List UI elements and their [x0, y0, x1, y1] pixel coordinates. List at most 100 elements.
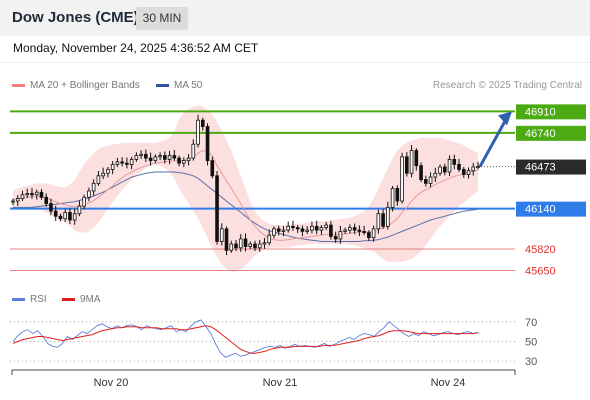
candle-body	[163, 155, 167, 160]
candle-body	[471, 166, 476, 172]
candle-body	[405, 156, 409, 174]
bollinger-band-area	[13, 105, 478, 272]
candle-body	[409, 150, 414, 174]
candle-body	[267, 234, 272, 244]
legend-label: MA 50	[174, 80, 203, 91]
level-tag-46740	[516, 125, 586, 141]
candle-body	[182, 160, 186, 164]
candle-body	[110, 164, 115, 170]
level-tag-text-46910: 46910	[525, 106, 556, 118]
candle-body	[253, 243, 257, 249]
legend-ma20-bollinger: MA 20 + Bollinger Bands	[12, 80, 140, 91]
forecast-arrow-shaft	[478, 118, 508, 168]
candle-body	[338, 230, 343, 240]
candle-body	[333, 236, 338, 240]
candle-body	[215, 175, 219, 242]
candle-body	[53, 210, 58, 217]
candle-body	[352, 227, 357, 231]
candle-body	[125, 162, 129, 165]
candle-body	[310, 225, 314, 231]
rsi-tick-30: 30	[525, 356, 537, 368]
candle-body	[134, 155, 139, 160]
rsi-series-9ma	[12, 325, 479, 354]
candle-body	[452, 158, 457, 165]
level-label-45650: 45650	[525, 266, 556, 278]
candle-body	[49, 203, 53, 212]
level-tag-46140	[516, 201, 586, 217]
rsi-tick-70: 70	[525, 317, 537, 329]
candle-body	[238, 238, 243, 249]
candle-body	[390, 188, 395, 208]
candle-body	[395, 188, 400, 202]
candle-body	[205, 126, 210, 162]
candle-body	[461, 169, 466, 175]
candle-body	[419, 165, 423, 180]
candle-body	[87, 190, 91, 198]
candle-body	[129, 158, 134, 165]
candle-body	[186, 157, 191, 162]
candle-body	[371, 228, 376, 239]
legend-ma50: MA 50	[156, 80, 202, 91]
candle-body	[357, 229, 362, 232]
ma20-line	[12, 149, 479, 241]
candle-body	[167, 155, 172, 160]
header-divider	[0, 62, 590, 63]
candle-body	[96, 175, 101, 184]
candle-body	[423, 179, 428, 184]
candle-body	[257, 243, 262, 249]
candle-body	[144, 153, 148, 159]
candle-body	[91, 182, 96, 192]
level-tag-text-46740: 46740	[525, 128, 556, 140]
candle-body	[219, 228, 224, 242]
forecast-arrow-head	[498, 111, 512, 126]
candle-body	[68, 212, 72, 221]
candle-body	[58, 215, 63, 220]
candle-body	[362, 230, 366, 234]
candle-body	[262, 242, 267, 245]
candle-body	[281, 229, 286, 232]
candle-body	[329, 224, 333, 237]
candle-body	[82, 196, 86, 207]
candle-body	[39, 191, 44, 198]
candle-body	[115, 161, 120, 165]
time-tick-label: Nov 21	[263, 377, 298, 389]
candle-body	[234, 243, 238, 249]
time-tick-label: Nov 24	[431, 377, 466, 389]
timeframe-button[interactable]: 30 MIN	[136, 7, 188, 30]
candle-body	[210, 160, 215, 177]
ma20-swatch	[12, 83, 25, 87]
candle-body	[414, 150, 419, 167]
candle-body	[348, 227, 352, 231]
candle-body	[428, 176, 433, 184]
candle-body	[106, 169, 110, 174]
candle-body	[272, 228, 276, 236]
candle-body	[177, 157, 181, 164]
candle-body	[319, 227, 324, 231]
instrument-title: Dow Jones (CME)	[12, 9, 139, 26]
candle-body	[200, 119, 205, 127]
chart-datetime: Monday, November 24, 2025 4:36:52 AM CET	[13, 41, 259, 55]
candle-body	[172, 155, 177, 159]
candle-body	[153, 156, 158, 162]
legend-label: MA 20 + Bollinger Bands	[30, 80, 140, 91]
rsi-swatch	[12, 297, 25, 301]
current-price-text: 46473	[525, 162, 556, 174]
candle-body	[191, 143, 196, 159]
candle-body	[433, 172, 438, 178]
candle-body	[15, 198, 20, 202]
candle-body	[248, 243, 253, 247]
candle-body	[25, 193, 30, 196]
candle-body	[324, 224, 328, 228]
candle-body	[295, 227, 300, 230]
candle-body	[291, 225, 295, 228]
candle-body	[139, 153, 143, 156]
candle-body	[386, 206, 390, 227]
candle-body	[381, 213, 385, 227]
candle-body	[229, 243, 234, 251]
candle-body	[343, 229, 347, 232]
candle-body	[243, 238, 248, 247]
candle-body	[376, 213, 381, 230]
candle-body	[224, 228, 229, 251]
ma50-swatch	[156, 83, 169, 87]
